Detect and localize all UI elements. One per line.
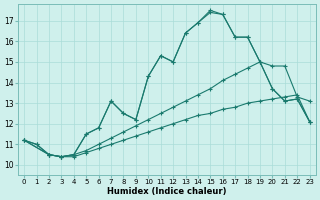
X-axis label: Humidex (Indice chaleur): Humidex (Indice chaleur) — [107, 187, 227, 196]
